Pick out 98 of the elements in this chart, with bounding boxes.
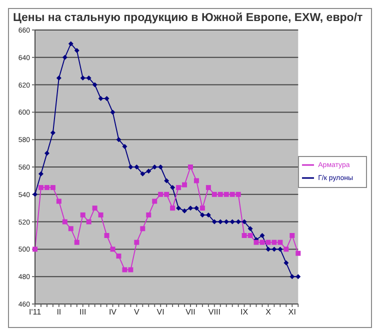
- x-tick-label: X: [266, 308, 272, 317]
- point: [152, 198, 158, 204]
- point: [254, 240, 259, 245]
- point: [50, 130, 56, 136]
- point: [38, 185, 44, 190]
- point: [212, 219, 217, 224]
- point: [62, 54, 68, 60]
- point: [110, 110, 116, 115]
- point: [188, 206, 193, 211]
- point: [182, 182, 188, 188]
- x-tick-label: VIII: [208, 308, 220, 317]
- point: [242, 233, 247, 238]
- point: [176, 206, 182, 211]
- point: [74, 240, 80, 245]
- point: [164, 192, 170, 197]
- point: [92, 206, 98, 211]
- x-tick-label: III: [80, 308, 86, 317]
- point: [146, 168, 152, 174]
- point: [68, 226, 74, 232]
- x-tick-label: VII: [186, 308, 196, 317]
- point: [236, 219, 241, 224]
- point: [266, 240, 271, 245]
- point: [194, 206, 199, 211]
- point: [44, 185, 50, 190]
- x-tick-label: IX: [240, 308, 249, 317]
- point: [134, 240, 140, 245]
- point: [92, 82, 98, 88]
- point: [218, 192, 223, 197]
- point: [224, 192, 229, 197]
- point: [98, 212, 104, 218]
- point: [266, 246, 271, 252]
- point: [140, 226, 146, 232]
- point: [68, 41, 74, 46]
- point: [218, 219, 223, 224]
- point: [224, 219, 229, 224]
- point: [50, 185, 56, 190]
- x-tick-label: XI: [288, 308, 296, 317]
- point: [86, 219, 92, 224]
- point: [86, 75, 92, 80]
- point: [188, 164, 193, 170]
- x-tick-label: II: [56, 308, 62, 317]
- point: [194, 178, 199, 184]
- point: [134, 164, 140, 170]
- point: [230, 219, 235, 224]
- point: [44, 150, 50, 156]
- point: [38, 171, 44, 176]
- point: [272, 246, 277, 252]
- x-tick-label: V: [134, 308, 140, 317]
- point: [272, 240, 277, 245]
- point: [152, 164, 158, 170]
- point: [242, 219, 247, 224]
- point: [110, 246, 116, 252]
- point: [290, 274, 295, 280]
- point: [182, 208, 188, 214]
- point: [122, 144, 128, 149]
- point: [260, 240, 265, 245]
- point: [158, 164, 164, 170]
- point: [128, 164, 134, 170]
- point: [278, 240, 283, 245]
- x-tick-label: I'11: [28, 308, 42, 317]
- chart-title: Цены на стальную продукцию в Южной Европе, EXW, евро/т: [12, 11, 364, 24]
- point: [236, 192, 241, 197]
- point: [284, 246, 289, 252]
- point: [98, 96, 104, 101]
- point: [140, 171, 146, 176]
- point: [62, 219, 68, 224]
- point: [206, 185, 211, 190]
- point: [230, 192, 235, 197]
- point: [170, 206, 176, 211]
- point: [248, 233, 253, 238]
- point: [284, 260, 289, 266]
- point: [248, 226, 253, 232]
- point: [128, 267, 134, 272]
- point: [200, 212, 205, 218]
- x-tick-label: VI: [156, 308, 164, 317]
- point: [296, 250, 301, 256]
- point: [56, 75, 62, 80]
- point: [290, 233, 295, 238]
- point: [104, 96, 110, 101]
- point: [56, 198, 62, 204]
- point: [176, 185, 182, 190]
- point: [200, 206, 205, 211]
- point: [170, 185, 176, 190]
- point: [260, 233, 265, 238]
- point: [122, 267, 128, 272]
- point: [116, 254, 122, 259]
- x-tick-label: IV: [108, 308, 118, 317]
- point: [212, 192, 217, 197]
- point: [278, 246, 283, 252]
- point: [104, 233, 110, 238]
- point: [80, 75, 86, 80]
- point: [80, 212, 86, 218]
- point: [164, 178, 170, 184]
- point: [74, 48, 80, 54]
- point: [116, 137, 122, 142]
- point: [158, 192, 164, 197]
- point: [146, 212, 152, 218]
- point: [296, 274, 301, 280]
